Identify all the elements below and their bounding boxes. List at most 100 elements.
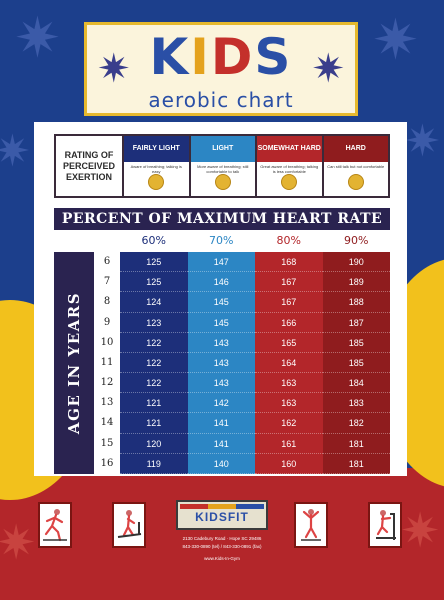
heart-rate-cell: 143 [187, 333, 255, 353]
heart-rate-cell: 167 [255, 272, 323, 293]
rpe-body: More aware of breathing; still comfortab… [190, 162, 255, 196]
title-letter: S [254, 28, 293, 86]
treadmill-child-icon [112, 502, 146, 548]
heart-rate-cell: 165 [255, 333, 323, 353]
rpe-body: Can still talk but not comfortable [323, 162, 388, 196]
rpe-heading: HARD [323, 136, 388, 162]
heart-rate-cell: 189 [322, 272, 390, 293]
percent-header: 90% [344, 234, 369, 247]
heart-rate-cell: 123 [120, 313, 188, 333]
percent-header: 80% [276, 234, 301, 247]
rpe-description: More aware of breathing; still comfortab… [197, 164, 249, 174]
age-cell: 11 [100, 356, 114, 368]
heart-rate-cell: 122 [120, 333, 188, 353]
heart-rate-cell: 182 [322, 413, 390, 434]
rpe-body: Great aware of breathing; talking is les… [257, 162, 322, 196]
title-box: ✷ ✷ KIDS aerobic chart [84, 22, 358, 116]
heart-rate-cell: 163 [255, 373, 323, 394]
rpe-label: RATING OF PERCEIVED EXERTION [56, 136, 124, 196]
value-column: 168 167 167 166 165 164 163 163 162 161 160 [255, 252, 323, 474]
heart-rate-cell: 162 [255, 413, 323, 434]
heart-rate-cell: 140 [187, 454, 255, 474]
heart-rate-cell: 143 [187, 373, 255, 394]
age-cell: 9 [103, 316, 111, 328]
website-line: www.Kids-In-Gym [204, 556, 240, 561]
star-icon: ✷ [14, 6, 61, 69]
heart-rate-cell: 119 [120, 454, 188, 474]
rpe-column: SOMEWHAT HARD Great aware of breathing; … [257, 136, 324, 196]
heart-rate-cell: 147 [187, 252, 255, 273]
rpe-heading: FAIRLY LIGHT [124, 136, 189, 162]
climbing-child-icon [294, 502, 328, 548]
star-icon: ✷ [372, 8, 419, 71]
rpe-column: FAIRLY LIGHT Aware of breathing; talking… [124, 136, 191, 196]
heart-rate-cell: 124 [120, 292, 188, 313]
heart-rate-cell: 145 [187, 292, 255, 313]
heart-rate-cell: 187 [322, 313, 390, 333]
star-icon: ✷ [0, 517, 37, 570]
heart-rate-cell: 125 [120, 272, 188, 293]
heart-rate-table: AGE IN YEARS 6 7 8 9 10 11 12 13 14 15 16 125 125 12… [54, 252, 390, 474]
heart-rate-cell: 143 [187, 353, 255, 374]
age-cell: 14 [100, 417, 114, 429]
heart-rate-cell: 161 [255, 434, 323, 454]
title-letter: K [149, 28, 191, 86]
heart-rate-cell: 145 [187, 313, 255, 333]
heart-rate-cell: 185 [322, 353, 390, 374]
heart-rate-cell: 120 [120, 434, 188, 454]
age-cell: 6 [103, 256, 111, 267]
heart-rate-title: PERCENT OF MAXIMUM HEART RATE [54, 208, 390, 230]
rpe-column: LIGHT More aware of breathing; still com… [190, 136, 257, 196]
heart-rate-cell: 166 [255, 313, 323, 333]
heart-rate-cell: 184 [322, 373, 390, 394]
title-letter: I [190, 28, 211, 86]
smiley-face-icon [347, 174, 364, 190]
rpe-table: RATING OF PERCEIVED EXERTION FAIRLY LIGH… [54, 134, 390, 198]
chart-panel: RATING OF PERCEIVED EXERTION FAIRLY LIGH… [34, 122, 407, 476]
title-kids: KIDS [87, 29, 355, 85]
heart-rate-cell: 185 [322, 333, 390, 353]
heart-rate-cell: 122 [120, 373, 188, 394]
running-child-icon [38, 502, 72, 548]
heart-rate-cell: 121 [120, 413, 188, 434]
heart-rate-cell: 167 [255, 292, 323, 313]
heart-rate-cell: 163 [255, 393, 323, 414]
rpe-body: Aware of breathing; talking is easy [124, 162, 189, 196]
age-cell: 15 [100, 437, 114, 449]
star-icon: ✷ [400, 505, 441, 558]
heart-rate-cell: 125 [120, 252, 188, 273]
star-icon: ✷ [0, 127, 31, 176]
logo-strip-red [180, 504, 208, 509]
smiley-face-icon [148, 174, 165, 190]
percent-header-spacer [54, 230, 120, 252]
title-letter: D [210, 28, 255, 86]
heart-rate-cell: 121 [120, 393, 188, 414]
percent-header: 60% [141, 234, 166, 247]
heart-rate-cell: 164 [255, 353, 323, 374]
star-icon: ✷ [404, 117, 441, 166]
age-cell: 8 [103, 296, 111, 308]
rpe-heading: LIGHT [190, 136, 255, 162]
rpe-description: Can still talk but not comfortable [327, 164, 385, 169]
rpe-description: Aware of breathing; talking is easy [130, 164, 182, 174]
phone-line: 843-330-0890 (tel) / 843-330-0891 (fax) [182, 544, 262, 549]
star-icon: ✷ [97, 47, 131, 91]
value-column: 125 125 124 123 122 122 122 121 121 120 119 [120, 252, 188, 474]
smiley-face-icon [281, 174, 298, 190]
heart-rate-cell: 188 [322, 292, 390, 313]
address-line: 2130 Cadebury Road · Hope SC 29486 [182, 536, 262, 541]
logo-text: KIDSFIT [195, 510, 249, 524]
kidsfit-logo: KIDSFIT [176, 500, 268, 530]
value-column: 147 146 145 145 143 143 143 142 141 141 140 [187, 252, 255, 474]
smiley-face-icon [214, 174, 231, 190]
rpe-heading: SOMEWHAT HARD [257, 136, 322, 162]
heart-rate-cell: 141 [187, 413, 255, 434]
age-cell: 10 [100, 336, 114, 348]
heart-rate-cell: 190 [322, 252, 390, 273]
value-column: 190 189 188 187 185 185 184 183 182 181 181 [322, 252, 390, 474]
heart-rate-cell: 122 [120, 353, 188, 374]
heart-rate-cell: 183 [322, 393, 390, 414]
logo-color-strip [180, 504, 264, 509]
age-label-band: AGE IN YEARS [54, 252, 94, 474]
